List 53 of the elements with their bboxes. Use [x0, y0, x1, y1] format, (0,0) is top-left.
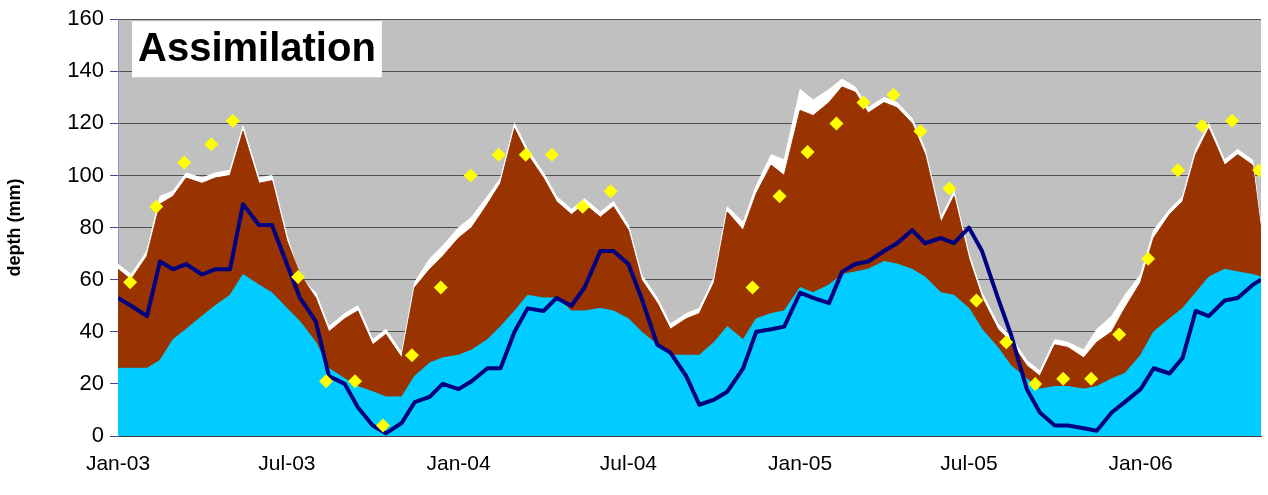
point: [1028, 376, 1043, 391]
y-tick-label: 0: [91, 422, 104, 448]
point: [913, 124, 928, 139]
point: [404, 348, 419, 363]
point: [433, 280, 448, 295]
x-tick-label: Jan-03: [85, 451, 151, 475]
point: [886, 87, 901, 102]
point: [999, 335, 1014, 350]
x-tick-label: Jan-05: [767, 451, 833, 475]
y-tick-label: 60: [79, 265, 104, 291]
point: [375, 418, 390, 433]
y-tick-label: 20: [79, 369, 104, 395]
point: [123, 275, 138, 290]
point: [856, 95, 871, 110]
point: [745, 280, 760, 295]
x-tick-label: Jan-04: [426, 451, 491, 475]
point: [1112, 327, 1127, 342]
point: [969, 293, 984, 308]
point: [491, 147, 506, 162]
point: [291, 270, 306, 285]
point: [575, 199, 590, 214]
point: [772, 189, 787, 204]
point: [1225, 113, 1240, 128]
point: [1170, 163, 1185, 178]
point: [800, 145, 815, 160]
point: [225, 113, 240, 128]
point: [177, 155, 192, 170]
point: [319, 374, 334, 389]
y-tick-label: 40: [79, 317, 104, 343]
y-tick-label: 100: [67, 161, 104, 187]
point: [1141, 251, 1156, 266]
point: [1084, 371, 1099, 386]
x-tick-label: Jul-04: [599, 451, 658, 475]
point: [603, 184, 618, 199]
point: [149, 199, 164, 214]
point: [348, 374, 362, 389]
x-tick-label: Jan-06: [1108, 451, 1173, 475]
y-tick-label: 80: [79, 213, 104, 239]
x-tick-label: Jul-05: [940, 451, 998, 475]
point: [1195, 119, 1210, 134]
y-tick-label: 120: [67, 109, 104, 135]
point: [1056, 371, 1071, 386]
y-tick-label: 140: [67, 57, 104, 83]
y-tick-label: 160: [67, 5, 104, 31]
x-tick-label: Jul-03: [258, 451, 316, 475]
point: [942, 181, 957, 196]
point: [518, 147, 533, 162]
point: [829, 116, 844, 131]
y-axis-title: depth (mm): [3, 178, 24, 277]
point: [204, 137, 219, 152]
point: [463, 168, 478, 183]
chart-title: Assimilation: [138, 25, 376, 70]
point: [544, 147, 559, 162]
